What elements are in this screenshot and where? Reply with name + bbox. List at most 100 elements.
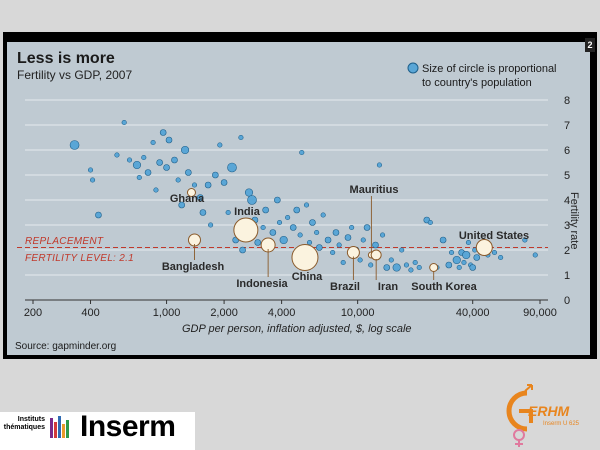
data-point [332,229,340,236]
highlight-point-ghana [186,188,196,197]
data-point [156,159,163,166]
data-point [297,232,303,238]
data-point [376,162,382,168]
data-point [181,145,190,155]
data-point [392,263,401,272]
data-point [416,264,422,271]
data-point [185,169,192,176]
data-point [178,201,185,209]
data-point [498,254,504,261]
data-point [191,182,198,188]
data-point [244,188,254,197]
data-point [408,267,414,273]
highlight-points [186,188,493,272]
data-point [427,219,433,226]
country-label-united-states: United States [459,230,529,242]
data-point [383,264,391,271]
data-point [491,249,498,256]
x-tick-label: 2,000 [210,307,238,319]
chart-subtitle: Fertility vs GDP, 2007 [17,68,132,82]
data-point [239,246,246,254]
inserm-wordmark: Inserm [80,410,176,443]
data-point [260,224,266,231]
scatter-chart: Ghana India Bangladesh Indonesia China Brazil… [15,50,580,352]
data-point [403,262,409,268]
data-point [532,252,538,258]
institutes-text: Instituts thématiques [3,416,45,432]
data-point [445,261,453,269]
x-tick-label: 90,000 [523,307,557,319]
data-point [465,239,471,246]
data-point [274,196,281,204]
highlight-point-india [233,217,259,243]
data-point [153,187,159,193]
highlight-point-china [291,244,319,271]
x-tick-label: 400 [81,307,99,319]
data-point [452,255,461,265]
country-label-india: India [234,206,261,218]
data-point [220,179,228,186]
chart-card: Ghana India Bangladesh Indonesia China Brazil… [7,42,590,355]
highlight-point-united-states [475,239,493,256]
data-point [412,259,418,266]
data-point [473,254,481,261]
data-point [171,156,178,164]
data-point [336,242,342,248]
institute-bars-icon [50,416,69,438]
data-point [144,169,152,176]
legend-line-2: to country's population [422,77,532,89]
data-point [227,162,237,173]
data-point [289,224,297,231]
data-point [293,206,301,214]
data-point [247,195,257,205]
data-point [388,257,394,263]
country-label-bangladesh: Bangladesh [162,261,225,273]
country-label-brazil: Brazil [330,281,360,293]
data-point [340,259,346,266]
x-tick-label: 200 [24,307,42,319]
slide-number: 2 [585,38,595,52]
gerhm-emblem-icon [506,384,533,447]
x-axis-label: GDP per person, inflation adjusted, $, l… [182,323,412,335]
data-point [344,234,352,241]
y-tick-label: 8 [564,95,570,107]
country-label-iran: Iran [378,281,398,293]
y-tick-label: 0 [564,295,570,307]
institutes-line-1: Instituts [17,416,45,423]
x-tick-label: 40,000 [456,307,490,319]
legend-line-1: Size of circle is proportional [422,63,557,75]
data-point [360,237,366,243]
data-point [309,219,316,226]
data-point [212,171,219,179]
data-point [303,202,310,208]
x-ticks: 200 400 1,000 2,000 4,000 10,000 40,000 90,000 [24,300,557,319]
data-point [399,247,405,253]
data-point [262,206,269,214]
chart-title: Less is more [17,50,115,67]
data-point [368,262,374,268]
data-point [456,264,462,271]
gridlines [25,99,548,301]
data-point [136,174,142,181]
y-tick-label: 5 [564,170,570,182]
y-tick-label: 4 [564,195,570,207]
x-tick-label: 10,000 [341,307,375,319]
reference-label-2: FERTILITY LEVEL: 2.1 [25,253,134,264]
data-point [196,194,204,201]
y-axis-label: Fertility rate [568,192,580,249]
data-points [69,119,538,273]
data-point [269,229,277,236]
data-point [448,249,455,256]
data-point [314,229,320,236]
y-tick-label: 7 [564,120,570,132]
data-point [114,152,120,158]
country-label-ghana: Ghana [170,193,205,205]
data-point [461,259,467,266]
legend-circle-icon [407,62,419,74]
data-point [299,149,305,156]
data-point [69,140,80,150]
data-point [175,177,181,183]
country-label-mauritius: Mauritius [350,184,399,196]
data-point [87,167,94,173]
leader-lines [194,196,435,280]
